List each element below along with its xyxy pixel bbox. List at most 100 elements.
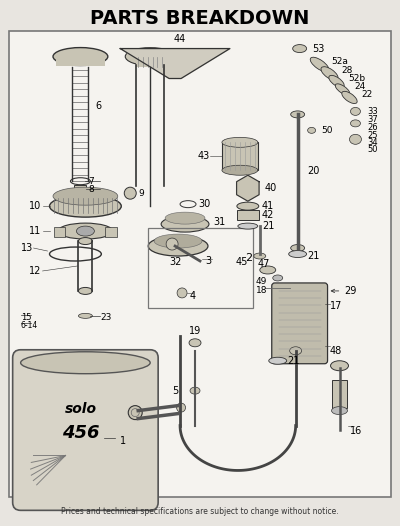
Ellipse shape: [350, 107, 360, 115]
Ellipse shape: [260, 266, 276, 274]
Text: 13: 13: [21, 243, 33, 253]
Ellipse shape: [222, 165, 258, 175]
Bar: [56, 57, 105, 66]
Ellipse shape: [308, 127, 316, 134]
Text: 49: 49: [256, 277, 267, 287]
Ellipse shape: [310, 57, 329, 72]
Ellipse shape: [289, 250, 307, 258]
Ellipse shape: [291, 245, 305, 251]
Text: 22: 22: [362, 90, 373, 99]
Text: 52a: 52a: [332, 57, 348, 66]
Text: 53: 53: [313, 44, 325, 54]
Text: 3: 3: [205, 256, 211, 266]
Ellipse shape: [350, 120, 360, 127]
Text: 15: 15: [21, 313, 31, 322]
Ellipse shape: [273, 275, 283, 281]
Ellipse shape: [254, 253, 266, 259]
Ellipse shape: [176, 403, 186, 412]
Ellipse shape: [78, 313, 92, 318]
Ellipse shape: [237, 202, 259, 210]
Ellipse shape: [330, 361, 348, 371]
Text: 50: 50: [322, 126, 333, 135]
Text: 45: 45: [236, 257, 248, 267]
Text: solo: solo: [64, 402, 96, 416]
Bar: [136, 57, 164, 66]
Text: 33: 33: [368, 107, 378, 116]
Text: 48: 48: [330, 346, 342, 356]
Bar: [74, 185, 86, 193]
Ellipse shape: [238, 223, 258, 229]
Text: PARTS BREAKDOWN: PARTS BREAKDOWN: [90, 9, 310, 28]
Text: 456: 456: [62, 423, 99, 441]
Ellipse shape: [154, 234, 202, 248]
Bar: [237, 210, 259, 220]
Bar: [148, 228, 253, 308]
Text: 11: 11: [28, 226, 41, 236]
Ellipse shape: [290, 347, 302, 355]
Ellipse shape: [342, 92, 357, 104]
Text: 18: 18: [256, 287, 267, 296]
FancyBboxPatch shape: [13, 350, 158, 510]
Ellipse shape: [321, 67, 338, 80]
Text: 41: 41: [262, 201, 274, 211]
Polygon shape: [120, 48, 230, 78]
Text: 25: 25: [368, 131, 378, 140]
Ellipse shape: [332, 407, 348, 414]
Text: 1: 1: [120, 436, 126, 446]
Circle shape: [177, 288, 187, 298]
Text: 16: 16: [350, 426, 362, 436]
Circle shape: [166, 238, 178, 250]
Text: 19: 19: [189, 326, 201, 336]
Bar: [105, 227, 117, 237]
Ellipse shape: [58, 223, 113, 239]
Ellipse shape: [293, 45, 307, 53]
Text: 42: 42: [262, 210, 274, 220]
Text: 30: 30: [198, 199, 210, 209]
Text: 6-14: 6-14: [21, 321, 38, 330]
Text: 34: 34: [368, 138, 378, 147]
Text: 29: 29: [344, 286, 357, 296]
Circle shape: [124, 187, 136, 199]
Text: 23: 23: [100, 313, 112, 322]
Text: 9: 9: [138, 189, 144, 198]
Bar: [332, 380, 348, 408]
Ellipse shape: [78, 287, 92, 295]
Text: 10: 10: [28, 201, 41, 211]
Ellipse shape: [161, 216, 209, 232]
Text: 12: 12: [28, 266, 41, 276]
Text: 47: 47: [258, 259, 270, 269]
Ellipse shape: [50, 195, 121, 217]
Text: 40: 40: [265, 183, 277, 193]
Ellipse shape: [269, 357, 287, 364]
Text: 8: 8: [88, 185, 94, 194]
Ellipse shape: [222, 137, 258, 147]
Text: 6: 6: [95, 102, 102, 112]
Text: 21: 21: [262, 221, 274, 231]
Text: 17: 17: [330, 301, 342, 311]
Bar: [54, 227, 66, 237]
Bar: [222, 143, 258, 170]
Polygon shape: [237, 175, 259, 201]
Ellipse shape: [148, 236, 208, 256]
Text: 5: 5: [172, 386, 178, 396]
Ellipse shape: [53, 187, 118, 205]
Ellipse shape: [335, 84, 350, 95]
Text: 43: 43: [198, 151, 210, 161]
Text: 26: 26: [368, 123, 378, 132]
FancyBboxPatch shape: [272, 283, 328, 364]
Text: 20: 20: [308, 166, 320, 176]
Text: Prices and technical specifications are subject to change without notice.: Prices and technical specifications are …: [61, 507, 339, 516]
Text: 50: 50: [368, 145, 378, 154]
Bar: [9, 31, 391, 498]
Text: 24: 24: [354, 82, 366, 91]
Ellipse shape: [189, 339, 201, 347]
Text: 2: 2: [245, 253, 252, 263]
Ellipse shape: [53, 47, 108, 66]
Text: 28: 28: [342, 66, 353, 75]
Ellipse shape: [128, 406, 142, 420]
Ellipse shape: [190, 387, 200, 394]
Text: 21: 21: [288, 356, 300, 366]
Text: 21: 21: [308, 251, 320, 261]
Ellipse shape: [165, 212, 205, 224]
Text: 32: 32: [169, 257, 181, 267]
